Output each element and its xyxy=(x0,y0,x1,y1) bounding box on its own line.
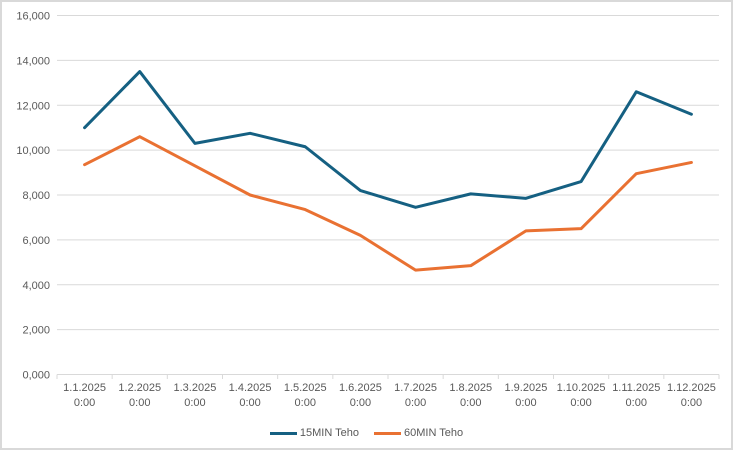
x-axis-label-time: 0:00 xyxy=(129,397,150,409)
x-axis-label-time: 0:00 xyxy=(350,397,371,409)
x-axis-label-date: 1.11.2025 xyxy=(612,382,660,394)
y-axis-label: 4,000 xyxy=(22,280,50,292)
x-axis-label-time: 0:00 xyxy=(295,397,316,409)
x-axis-label-date: 1.10.2025 xyxy=(557,382,606,394)
x-axis-label-time: 0:00 xyxy=(681,397,702,409)
x-axis-label-date: 1.3.2025 xyxy=(174,382,217,394)
x-axis-label-date: 1.7.2025 xyxy=(394,382,437,394)
legend-label: 15MIN Teho xyxy=(299,427,359,439)
y-axis-label: 10,000 xyxy=(16,145,50,157)
series-line-60min-teho[interactable] xyxy=(83,135,693,272)
x-axis-label-date: 1.8.2025 xyxy=(449,382,492,394)
x-axis-label-time: 0:00 xyxy=(239,397,260,409)
legend-swatch-15min-teho xyxy=(269,432,297,435)
x-axis-label-time: 0:00 xyxy=(515,397,536,409)
x-axis-label-time: 0:00 xyxy=(626,397,647,409)
y-axis-label: 0,000 xyxy=(22,370,50,382)
y-axis-label: 14,000 xyxy=(16,55,50,67)
legend-swatch-60min-teho xyxy=(374,432,401,435)
x-axis-label-date: 1.5.2025 xyxy=(284,382,327,394)
x-axis-label-date: 1.2.2025 xyxy=(118,382,161,394)
x-axis-label-time: 0:00 xyxy=(570,397,591,409)
y-axis-label: 8,000 xyxy=(22,190,50,202)
x-axis-label-time: 0:00 xyxy=(184,397,205,409)
y-axis-label: 16,000 xyxy=(16,11,50,23)
x-axis-label-date: 1.9.2025 xyxy=(505,382,548,394)
x-axis-label-time: 0:00 xyxy=(460,397,481,409)
x-axis-label-time: 0:00 xyxy=(74,397,95,409)
y-axis-label: 2,000 xyxy=(22,325,50,337)
series-line-15min-teho[interactable] xyxy=(83,70,693,209)
x-axis-label-date: 1.6.2025 xyxy=(339,382,382,394)
x-axis-label-date: 1.12.2025 xyxy=(667,382,716,394)
x-axis-label-date: 1.1.2025 xyxy=(63,382,106,394)
y-axis-label: 6,000 xyxy=(22,235,50,247)
y-axis-label: 12,000 xyxy=(16,100,50,112)
legend-item-60min-teho[interactable]: 60MIN Teho xyxy=(374,428,463,439)
legend: 15MIN Teho 60MIN Teho xyxy=(2,428,731,439)
legend-item-15min-teho[interactable]: 15MIN Teho xyxy=(269,427,359,439)
legend-label: 60MIN Teho xyxy=(404,427,464,439)
x-axis-label-date: 1.4.2025 xyxy=(229,382,272,394)
x-axis-label-time: 0:00 xyxy=(405,397,426,409)
